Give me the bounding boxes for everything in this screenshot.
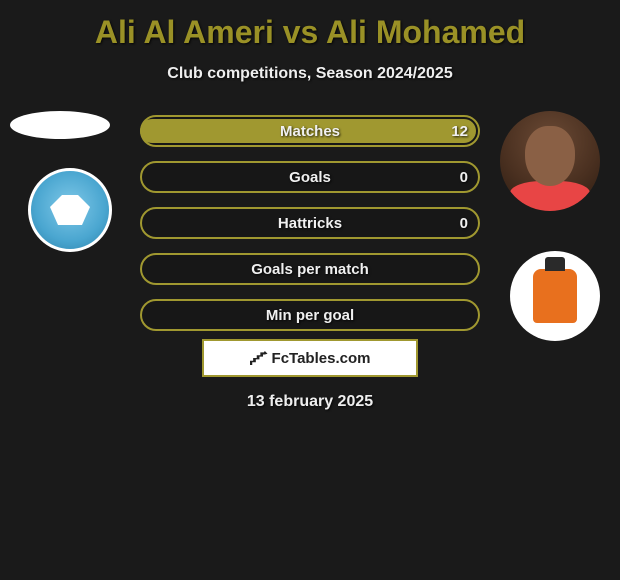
stat-value-right: 12 (451, 123, 468, 140)
club-badge-icon (50, 195, 90, 225)
chart-icon (250, 351, 268, 365)
comparison-card: Ali Al Ameri vs Ali Mohamed Club competi… (0, 0, 620, 421)
player2-club-badge (510, 251, 600, 341)
player1-avatar (10, 111, 110, 139)
subtitle: Club competitions, Season 2024/2025 (167, 65, 452, 83)
stat-label: Hattricks (278, 215, 342, 232)
branding-text: FcTables.com (272, 350, 371, 367)
date-label: 13 february 2025 (247, 393, 373, 411)
stat-label: Goals per match (251, 261, 369, 278)
stat-label: Goals (289, 169, 331, 186)
player2-avatar (500, 111, 600, 211)
stat-value-right: 0 (460, 169, 468, 186)
page-title: Ali Al Ameri vs Ali Mohamed (95, 14, 525, 51)
club-badge-icon (533, 269, 577, 323)
stat-label: Matches (280, 123, 340, 140)
stats-list: Matches 12 Goals 0 Hattricks 0 Goals per… (140, 115, 480, 331)
stat-value-right: 0 (460, 215, 468, 232)
stat-row-matches: Matches 12 (140, 115, 480, 147)
comparison-body: Matches 12 Goals 0 Hattricks 0 Goals per… (0, 103, 620, 333)
avatar-face (525, 126, 575, 186)
stat-row-hattricks: Hattricks 0 (140, 207, 480, 239)
stat-row-min-per-goal: Min per goal (140, 299, 480, 331)
stat-row-goals-per-match: Goals per match (140, 253, 480, 285)
branding-badge: FcTables.com (202, 339, 418, 377)
stat-row-goals: Goals 0 (140, 161, 480, 193)
player1-club-badge (28, 168, 112, 252)
stat-label: Min per goal (266, 307, 354, 324)
